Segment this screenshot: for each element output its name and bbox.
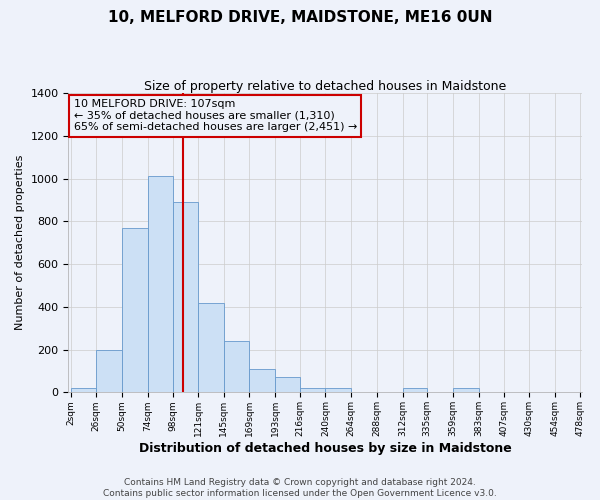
Bar xyxy=(300,388,325,392)
Bar xyxy=(275,378,300,392)
Bar xyxy=(453,388,479,392)
Bar xyxy=(250,369,275,392)
Bar xyxy=(403,388,427,392)
Bar xyxy=(325,388,351,392)
Text: 10, MELFORD DRIVE, MAIDSTONE, ME16 0UN: 10, MELFORD DRIVE, MAIDSTONE, ME16 0UN xyxy=(108,10,492,25)
Title: Size of property relative to detached houses in Maidstone: Size of property relative to detached ho… xyxy=(144,80,506,93)
Bar xyxy=(173,202,198,392)
Y-axis label: Number of detached properties: Number of detached properties xyxy=(15,155,25,330)
Bar xyxy=(198,302,224,392)
Bar xyxy=(148,176,173,392)
X-axis label: Distribution of detached houses by size in Maidstone: Distribution of detached houses by size … xyxy=(139,442,512,455)
Bar xyxy=(122,228,148,392)
Bar xyxy=(71,388,96,392)
Bar xyxy=(96,350,122,393)
Text: Contains HM Land Registry data © Crown copyright and database right 2024.
Contai: Contains HM Land Registry data © Crown c… xyxy=(103,478,497,498)
Bar xyxy=(224,341,250,392)
Text: 10 MELFORD DRIVE: 107sqm
← 35% of detached houses are smaller (1,310)
65% of sem: 10 MELFORD DRIVE: 107sqm ← 35% of detach… xyxy=(74,99,357,132)
